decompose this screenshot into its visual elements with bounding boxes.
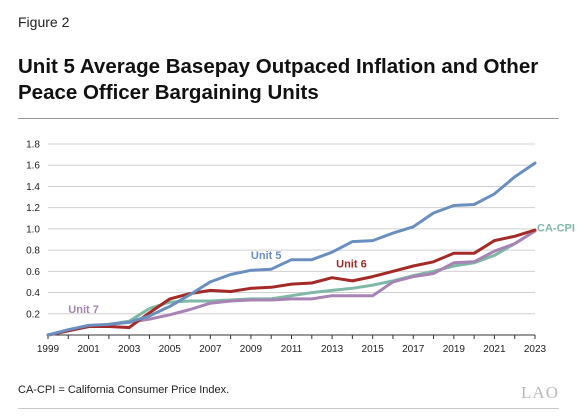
y-tick-label: 0.8 [26,246,40,257]
figure-label: Figure 2 [18,14,70,30]
x-tick-label: 2007 [199,344,222,355]
series-label-unit-5: Unit 5 [251,250,282,262]
series-labels: Unit 5 Unit 6 CA-CPI Unit 7 [68,223,575,317]
series-line-unit-5 [46,161,537,337]
x-tick-label: 2023 [524,344,547,355]
y-axis-ticks: 0.2 0.4 0.6 0.8 1.0 1.2 1.4 1.6 1.8 [26,140,40,321]
x-tick-label: 2015 [362,344,385,355]
x-tick-label: 2017 [402,344,425,355]
y-tick-label: 0.6 [26,267,40,278]
y-tick-label: 1.6 [26,161,40,172]
x-tick-label: 2003 [118,344,141,355]
y-tick-label: 1.8 [26,140,40,151]
lao-logo: LAO [521,383,559,402]
y-tick-label: 1.0 [26,224,40,235]
footer-divider [18,408,559,409]
series-label-unit-6: Unit 6 [336,259,367,271]
chart-title: Unit 5 Average Basepay Outpaced Inflatio… [18,55,539,104]
source-note: CA-CPI = California Consumer Price Index… [18,384,230,396]
x-tick-label: 2011 [281,344,303,355]
x-tick-label: 1999 [37,344,60,355]
series-lines [46,161,537,337]
x-tick-label: 2019 [443,344,466,355]
x-axis: 1999 2001 2003 2005 2007 2009 2011 2013 2015 2017… [37,334,547,355]
series-label-unit-7: Unit 7 [68,304,99,316]
x-tick-label: 2009 [240,344,263,355]
y-tick-label: 0.4 [26,288,40,299]
x-tick-label: 2013 [321,344,344,355]
y-tick-label: 0.2 [26,309,40,320]
x-tick-label: 2001 [77,344,100,355]
y-tick-label: 1.4 [26,182,40,193]
gridlines [48,143,535,315]
series-line-unit-6 [46,228,537,337]
series-label-ca-cpi: CA-CPI [537,223,575,235]
y-tick-label: 1.2 [26,203,40,214]
x-tick-label: 2021 [483,344,506,355]
x-tick-label: 2005 [159,344,182,355]
title-divider [18,118,559,119]
